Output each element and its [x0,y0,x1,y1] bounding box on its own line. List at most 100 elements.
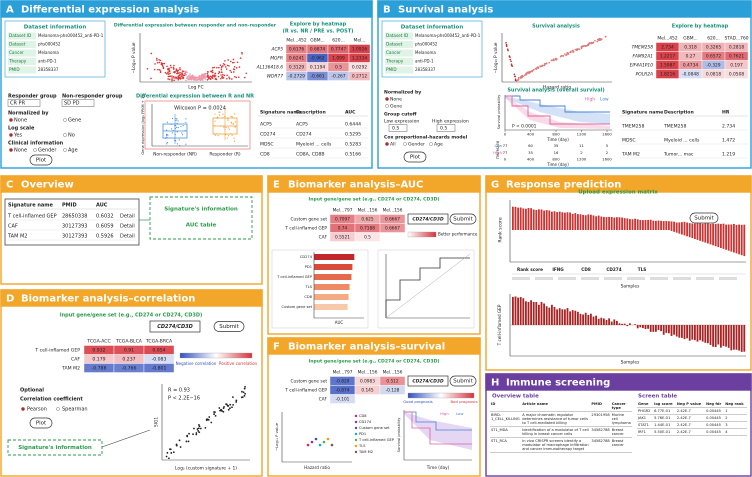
label: Dataset information [24,25,87,31]
volcano-point [585,45,587,47]
label: T cell-inflamed GEP [497,304,502,346]
table-header: PMID [590,401,611,412]
heat-col: Mel...797 [333,370,353,376]
button[interactable] [403,151,427,163]
heat-value: -0.0848 [682,72,699,78]
label: SIG1 [154,417,160,427]
radio[interactable] [385,104,389,108]
jitter-point [230,115,232,118]
table-header: Article name [521,401,591,412]
volcano-point [597,38,600,40]
bar [314,304,348,310]
volcano-point [185,79,187,82]
button[interactable] [213,321,245,332]
radio[interactable] [385,97,389,101]
radio[interactable] [9,118,13,122]
volcano-point [228,77,231,80]
jitter-point [224,128,226,130]
radio[interactable] [63,133,67,137]
radio[interactable] [403,142,407,146]
bar [636,219,639,230]
input-box[interactable] [388,124,408,132]
bar [660,325,662,332]
radio[interactable] [21,407,25,411]
heat-value: 0.5 [364,235,371,241]
volcano-point [580,45,583,48]
table-cell: ACP5 [260,122,272,128]
table-cell: 2.42E-7 [675,407,706,415]
jitter-point [176,122,178,124]
volcano-point [167,75,170,78]
bar [675,222,678,233]
label: T cell-inflamed GEP [358,438,395,442]
button-label[interactable]: Plot [410,155,421,161]
volcano-point [230,71,233,74]
bar [548,307,551,325]
input-box[interactable] [407,213,449,225]
table-row: BIRD-1_CELL_KILLING A major chromatin reg… [490,411,632,427]
button-label[interactable]: Plot [36,158,47,164]
heat-row: AL136418.6 [256,65,284,71]
volcano-point [170,66,172,69]
jitter-point [170,128,173,130]
label: anti-PD-1 [415,59,434,64]
radio[interactable] [385,142,389,146]
table-cell: 1.219 [722,152,735,158]
input-box[interactable] [407,375,449,387]
bar [707,223,709,244]
bar [717,223,720,248]
radio[interactable] [56,407,60,411]
button[interactable] [689,212,719,224]
radio[interactable] [33,148,37,152]
volcano-point [219,64,222,66]
bar [603,318,605,325]
radio[interactable] [63,118,67,122]
volcano-point [223,74,226,77]
x-tick-label: 400 [527,132,535,137]
control-label: None [14,118,27,124]
table-cell: 0.5283 [345,142,361,148]
radio[interactable] [429,142,433,146]
volcano-point [177,77,179,80]
dataset-key [385,49,413,57]
table-cell: ST1_RCA [490,437,522,453]
heat-row: FAM92A1 [633,54,654,60]
button[interactable] [29,154,53,166]
panel-letter: C [6,180,13,191]
bar [553,306,556,325]
table-cell: 29301958 [590,411,611,427]
radio[interactable] [63,148,67,152]
volcano-point [577,47,579,50]
bar [564,309,566,325]
label: PMID [9,67,20,72]
placeholder-cell [512,277,530,280]
bar [699,325,701,341]
volcano-point [233,75,236,78]
jitter-point [174,139,176,141]
label: Spearman [62,407,88,413]
radio[interactable] [9,148,13,152]
heat-col: Mel... [354,38,366,44]
button[interactable] [449,375,477,387]
input-box[interactable] [149,320,201,333]
button-label[interactable]: Submit [694,216,714,222]
bar [579,313,582,325]
curve [404,411,472,431]
button[interactable] [449,213,477,225]
curve [505,95,610,125]
volcano-point [192,74,194,77]
button-label[interactable]: Plot [36,421,47,427]
panel-title: Response prediction [506,180,621,191]
button-label[interactable]: Submit [219,324,239,330]
button-label[interactable]: Submit [453,217,473,223]
dropdown[interactable] [61,99,95,107]
dataset-key [385,66,413,74]
bar [699,223,701,241]
dropdown[interactable] [7,99,41,107]
table-cell: BIRD-1_CELL_KILLING [490,411,522,427]
radio[interactable] [9,133,13,137]
button-label[interactable]: Submit [453,379,473,385]
input-box[interactable] [436,124,456,132]
x-tick-label: 1600 [602,132,612,137]
button[interactable] [29,417,53,429]
